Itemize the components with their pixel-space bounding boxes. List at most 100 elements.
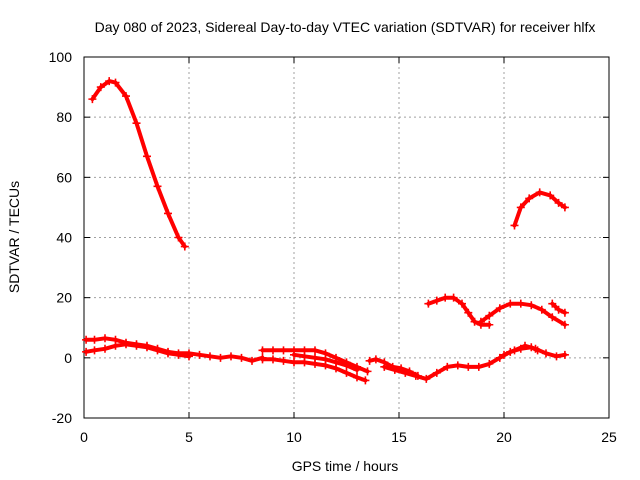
data-point xyxy=(111,341,120,350)
data-point xyxy=(101,334,109,343)
data-point xyxy=(290,358,298,367)
data-point xyxy=(206,352,214,361)
data-point xyxy=(422,374,431,383)
series-arc-1 xyxy=(88,77,189,251)
y-tick-label: 60 xyxy=(56,169,72,185)
data-point xyxy=(279,356,288,365)
data-point xyxy=(321,355,330,364)
series-arc-7 xyxy=(82,340,193,361)
data-point xyxy=(537,305,546,314)
data-point xyxy=(82,347,91,356)
series-arc-4 xyxy=(476,299,569,329)
x-tick-labels: 0 5 10 15 20 25 xyxy=(80,429,617,445)
x-tick-label: 25 xyxy=(601,429,617,445)
data-point xyxy=(248,356,256,365)
data-point xyxy=(432,296,441,305)
data-point xyxy=(548,313,557,322)
data-point xyxy=(449,293,458,302)
series-arc-13 xyxy=(500,341,569,361)
data-point xyxy=(485,311,494,320)
data-point xyxy=(500,350,508,359)
data-point xyxy=(363,367,372,376)
data-point xyxy=(432,368,441,377)
data-point xyxy=(143,343,151,352)
x-axis-label: GPS time / hours xyxy=(292,458,399,474)
data-point xyxy=(560,350,569,359)
x-tick-label: 0 xyxy=(80,429,88,445)
data-point xyxy=(495,304,504,313)
data-point xyxy=(279,346,288,355)
data-point xyxy=(485,320,494,329)
data-point xyxy=(88,95,97,104)
data-point xyxy=(258,355,267,364)
data-point xyxy=(474,362,483,371)
data-point xyxy=(90,346,99,355)
data-point xyxy=(180,242,189,251)
data-point xyxy=(453,361,462,370)
series-arc-9 xyxy=(258,355,370,385)
y-tick-label: 20 xyxy=(56,290,72,306)
data-point xyxy=(485,359,494,368)
data-point xyxy=(365,356,374,365)
x-tick-label: 20 xyxy=(496,429,512,445)
data-point xyxy=(311,353,319,362)
data-point xyxy=(525,194,534,203)
data-point xyxy=(371,355,380,364)
data-point xyxy=(554,305,563,314)
data-point xyxy=(506,299,515,308)
data-point xyxy=(105,77,114,86)
data-point xyxy=(342,368,351,377)
y-tick-label: 100 xyxy=(49,49,73,65)
data-point xyxy=(132,119,141,128)
data-point xyxy=(185,352,193,361)
x-tick-label: 5 xyxy=(185,429,193,445)
data-point xyxy=(216,353,225,362)
data-point xyxy=(476,317,485,326)
data-point xyxy=(269,346,277,355)
data-point xyxy=(174,233,183,242)
data-point xyxy=(495,353,504,362)
data-point xyxy=(164,349,172,358)
data-point xyxy=(521,341,529,350)
data-point xyxy=(554,198,563,207)
data-point xyxy=(510,346,519,355)
data-point xyxy=(560,308,569,317)
data-point xyxy=(122,92,130,101)
data-point xyxy=(237,353,246,362)
y-tick-labels: -20 0 20 40 60 80 100 xyxy=(49,49,73,426)
series-arc-3 xyxy=(424,293,494,329)
data-point xyxy=(443,362,452,371)
data-point xyxy=(552,352,561,361)
data-point xyxy=(82,335,91,344)
plot-frame xyxy=(83,56,610,419)
data-point xyxy=(353,365,361,374)
data-point xyxy=(153,346,162,355)
series-line xyxy=(512,190,567,228)
series-arc-5 xyxy=(548,299,569,317)
series-arc-10 xyxy=(290,350,361,374)
x-tick-label: 15 xyxy=(391,429,407,445)
data-point xyxy=(441,293,450,302)
data-point xyxy=(258,346,267,355)
data-point xyxy=(164,209,172,218)
data-point xyxy=(458,299,466,308)
data-point xyxy=(132,341,141,350)
y-axis-label: SDTVAR / TECUs xyxy=(6,181,22,293)
data-point xyxy=(195,350,204,359)
y-tick-label: -20 xyxy=(52,410,72,426)
data-point xyxy=(424,299,433,308)
data-point xyxy=(464,362,473,371)
data-point xyxy=(390,365,399,374)
data-point xyxy=(548,299,557,308)
data-point xyxy=(101,344,109,353)
series-arc-2 xyxy=(510,188,569,230)
data-point xyxy=(546,191,555,200)
data-point xyxy=(342,361,351,370)
x-tick-label: 10 xyxy=(286,429,302,445)
data-point xyxy=(560,203,569,212)
data-point xyxy=(560,320,569,329)
series-arc-6 xyxy=(82,334,267,365)
data-point xyxy=(527,301,536,310)
data-point xyxy=(300,352,309,361)
data-point xyxy=(411,371,420,380)
